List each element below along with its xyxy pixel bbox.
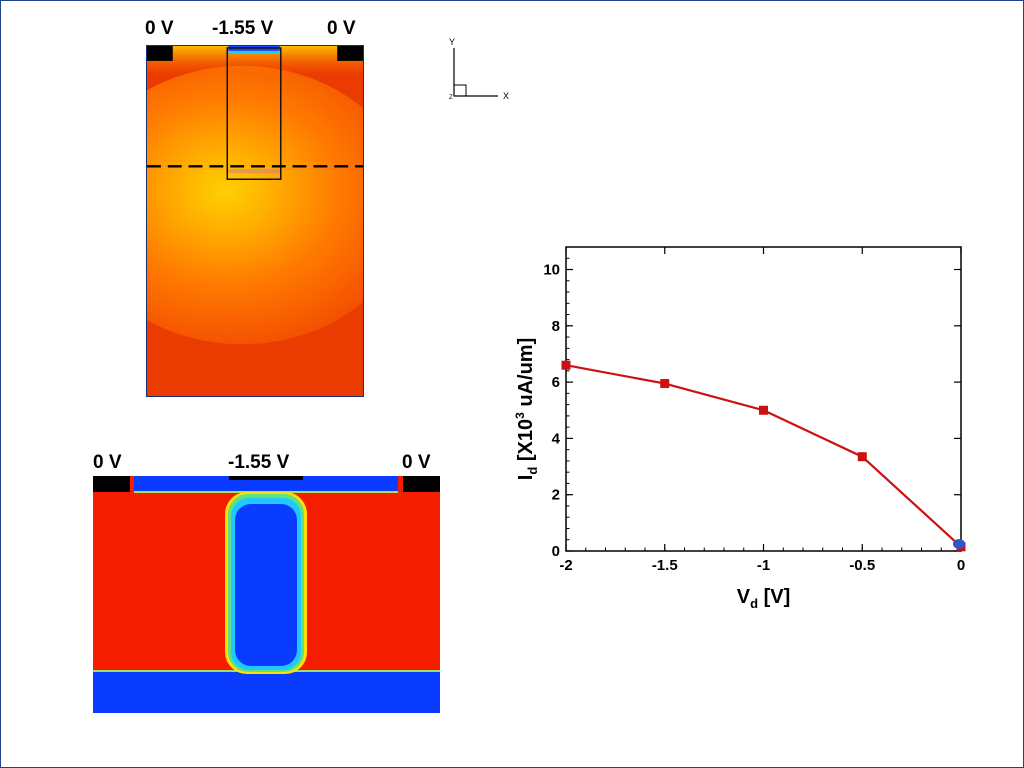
top-channel-outline bbox=[226, 47, 282, 180]
y-tick-label: 8 bbox=[552, 318, 560, 335]
bottom-gate-voltage: -1.55 V bbox=[228, 452, 290, 473]
top-device-simulation-map bbox=[146, 45, 364, 397]
y-tick-label: 2 bbox=[552, 487, 560, 504]
y-tick-label: 0 bbox=[552, 543, 560, 560]
top-right-contact bbox=[337, 46, 363, 61]
x-tick-label: -1.5 bbox=[652, 557, 678, 574]
top-left-contact-voltage: 0 V bbox=[145, 18, 174, 39]
id-vd-chart: -2 -1.5 -1 -0.5 0 0 2 4 6 8 10 Vd [V] Id [X103 uA/um… bbox=[513, 246, 966, 611]
bottom-right-contact bbox=[403, 476, 440, 492]
bottom-left-contact-voltage: 0 V bbox=[93, 452, 122, 473]
x-axis-label: Vd [V] bbox=[737, 586, 791, 611]
bottom-channel-region bbox=[235, 504, 297, 666]
top-left-contact bbox=[147, 46, 173, 61]
bottom-gate-electrode bbox=[229, 476, 303, 480]
data-point bbox=[759, 405, 768, 415]
x-tick-label: 0 bbox=[957, 557, 965, 574]
axes-triad: Y X Z bbox=[449, 37, 509, 101]
x-tick-label: -0.5 bbox=[849, 557, 875, 574]
triad-x-label: X bbox=[503, 91, 509, 101]
top-right-contact-voltage: 0 V bbox=[327, 18, 356, 39]
top-gate-voltage: -1.55 V bbox=[212, 18, 274, 39]
plot-frame bbox=[565, 246, 962, 552]
y-tick-label: 4 bbox=[552, 430, 561, 447]
data-point bbox=[660, 379, 670, 389]
highlight-point bbox=[953, 538, 965, 549]
data-point bbox=[857, 452, 867, 462]
bottom-right-contact-voltage: 0 V bbox=[402, 452, 431, 473]
x-tick-label: -2 bbox=[559, 557, 572, 574]
x-tick-label: -1 bbox=[757, 557, 770, 574]
triad-y-label: Y bbox=[449, 37, 455, 47]
y-tick-label: 10 bbox=[543, 262, 560, 279]
bottom-left-contact bbox=[93, 476, 130, 492]
bottom-device-simulation-map bbox=[93, 476, 440, 713]
data-point bbox=[561, 360, 571, 370]
y-axis-label: Id [X103 uA/um] bbox=[513, 338, 540, 480]
triad-z-label: Z bbox=[449, 95, 453, 101]
series-line bbox=[565, 364, 962, 548]
y-tick-label: 6 bbox=[552, 374, 560, 391]
